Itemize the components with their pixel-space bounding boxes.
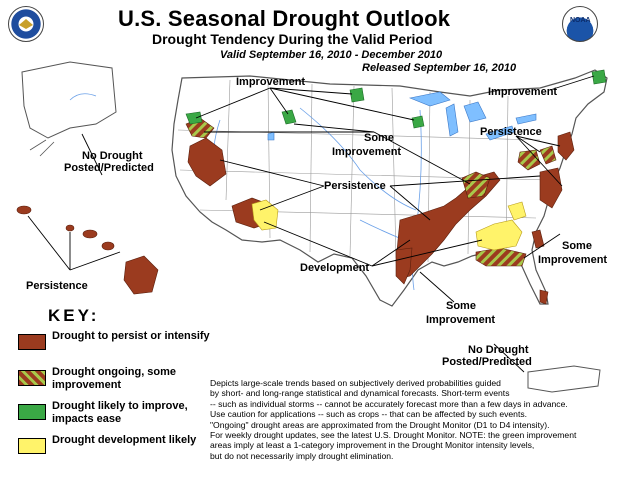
label-persistence-ne: Persistence <box>480 126 542 138</box>
label-development: Development <box>300 262 370 274</box>
key-swatch-hatch <box>18 370 46 386</box>
doc-seal-icon <box>8 6 44 42</box>
key-swatch-persist <box>18 334 46 350</box>
key-label-develop: Drought development likely <box>52 434 197 446</box>
label-no-drought-ak-1: No Drought <box>82 150 143 162</box>
label-some-improvement-se-2: Improvement <box>538 254 608 266</box>
label-some-improvement-gulf-1: Some <box>446 300 476 312</box>
label-some-improvement-gulf-2: Improvement <box>426 314 496 326</box>
label-some-improvement-se-1: Some <box>562 240 592 252</box>
great-lakes <box>267 91 537 141</box>
improve-regions <box>185 69 607 129</box>
disclaimer-line: "Ongoing" drought areas are approximated… <box>210 419 550 430</box>
key-swatch-improve <box>18 404 46 420</box>
label-persistence-hawaii: Persistence <box>26 280 88 292</box>
disclaimer-text: Depicts large-scale trends based on subj… <box>210 378 615 461</box>
disclaimer-line: -- such as individual storms -- cannot b… <box>210 398 568 409</box>
label-no-drought-ak-2: Posted/Predicted <box>64 162 154 174</box>
valid-period: Valid September 16, 2010 - December 2010 <box>220 49 443 61</box>
key-label-hatch: Drought ongoing, some improvement <box>52 366 177 391</box>
label-persistence-central: Persistence <box>324 180 386 192</box>
disclaimer-line: areas imply at least a 1-category improv… <box>210 440 535 451</box>
page-title: U.S. Seasonal Drought Outlook <box>118 6 451 31</box>
noaa-logo-text: NOAA <box>570 17 591 24</box>
hawaii <box>16 205 159 295</box>
key-title: KEY: <box>48 306 100 325</box>
alaska <box>21 61 117 157</box>
disclaimer-line: but do not necessarily imply drought eli… <box>210 450 394 461</box>
label-some-improvement-north-1: Some <box>364 132 394 144</box>
key-label-improve: Drought likely to improve, impacts ease <box>52 400 188 425</box>
key-swatch-develop <box>18 438 46 454</box>
disclaimer-line: Use caution for applications -- such as … <box>210 409 528 420</box>
noaa-logo-icon: NOAA <box>562 6 598 42</box>
develop-regions <box>251 199 527 251</box>
key-label-persist: Drought to persist or intensify <box>52 330 210 342</box>
disclaimer-line: For weekly drought updates, see the late… <box>210 430 577 441</box>
callout-arrows <box>27 75 595 373</box>
label-improvement-west: Improvement <box>236 76 306 88</box>
disclaimer-line: Depicts large-scale trends based on subj… <box>210 378 501 388</box>
puerto-rico <box>527 365 601 393</box>
label-no-drought-pr-2: Posted/Predicted <box>442 356 532 368</box>
label-some-improvement-north-2: Improvement <box>332 146 402 158</box>
label-no-drought-pr-1: No Drought <box>468 344 529 356</box>
eagle-icon <box>19 19 33 29</box>
release-date: Released September 16, 2010 <box>362 62 517 74</box>
disclaimer-line: by short- and long-range statistical and… <box>210 388 510 399</box>
page-subtitle: Drought Tendency During the Valid Period <box>152 31 433 47</box>
label-improvement-ne: Improvement <box>488 86 558 98</box>
